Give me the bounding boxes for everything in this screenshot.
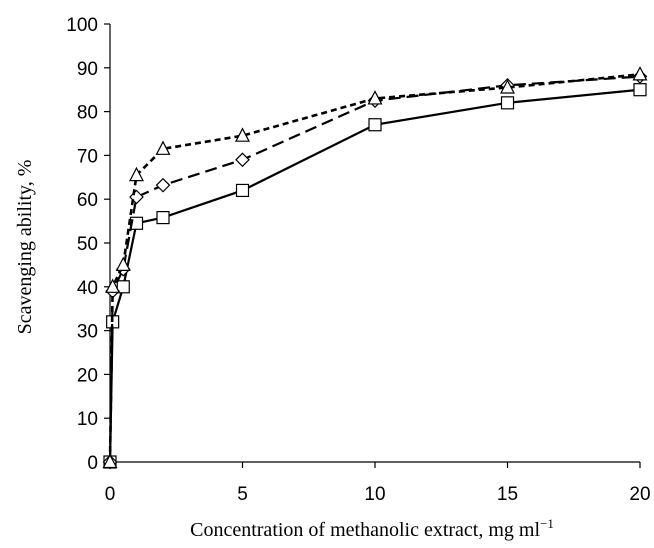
data-point-triangle	[105, 278, 121, 293]
data-point-diamond	[155, 177, 171, 193]
data-point-triangle	[500, 79, 515, 94]
y-tick-label: 70	[77, 146, 98, 167]
y-tick-label: 100	[66, 15, 98, 36]
axes	[109, 24, 640, 463]
series-layer	[102, 66, 648, 470]
data-point-square	[116, 280, 130, 294]
y-tick-label: 0	[87, 453, 98, 474]
data-point-square	[368, 118, 382, 132]
x-axis-title-text: Concentration of methanolic extract, mg …	[190, 519, 540, 541]
y-tick-label: 90	[77, 59, 98, 80]
x-tick-label: 15	[497, 484, 518, 505]
x-axis-title: Concentration of methanolic extract, mg …	[190, 516, 554, 541]
data-point-square	[500, 96, 515, 110]
y-tick-label: 30	[77, 322, 98, 343]
data-point-triangle	[155, 140, 171, 155]
data-point-triangle	[115, 256, 131, 271]
x-tick-label: 5	[237, 484, 248, 505]
data-point-square	[633, 83, 647, 97]
series-square	[103, 83, 647, 469]
y-tick-label: 60	[77, 190, 98, 211]
series-line-diamond	[108, 75, 641, 463]
data-point-square	[235, 183, 250, 198]
x-ticks: 0 5 10 15 20	[105, 462, 651, 505]
x-tick-label: 0	[105, 484, 116, 505]
x-axis-title-superscript: −1	[540, 516, 554, 531]
data-point-triangle	[129, 166, 144, 182]
data-point-triangle	[102, 453, 118, 469]
y-axis-title: Scavenging ability, %	[14, 160, 36, 335]
series-triangle	[102, 66, 648, 469]
x-tick-label: 20	[629, 484, 650, 505]
data-point-triangle	[632, 66, 648, 81]
data-point-triangle	[235, 127, 250, 142]
x-tick-label: 10	[364, 484, 385, 505]
y-ticks: 0 10 20 30 40 50 60 70 80 90 100	[66, 15, 110, 474]
y-tick-label: 50	[77, 234, 98, 255]
data-point-triangle	[367, 90, 383, 105]
data-point-square	[156, 210, 170, 225]
y-tick-label: 80	[77, 103, 98, 124]
y-tick-label: 40	[77, 278, 98, 299]
data-point-diamond	[235, 152, 250, 168]
series-line-triangle	[108, 73, 641, 463]
y-tick-label: 10	[77, 409, 98, 430]
y-tick-label: 20	[77, 365, 98, 386]
